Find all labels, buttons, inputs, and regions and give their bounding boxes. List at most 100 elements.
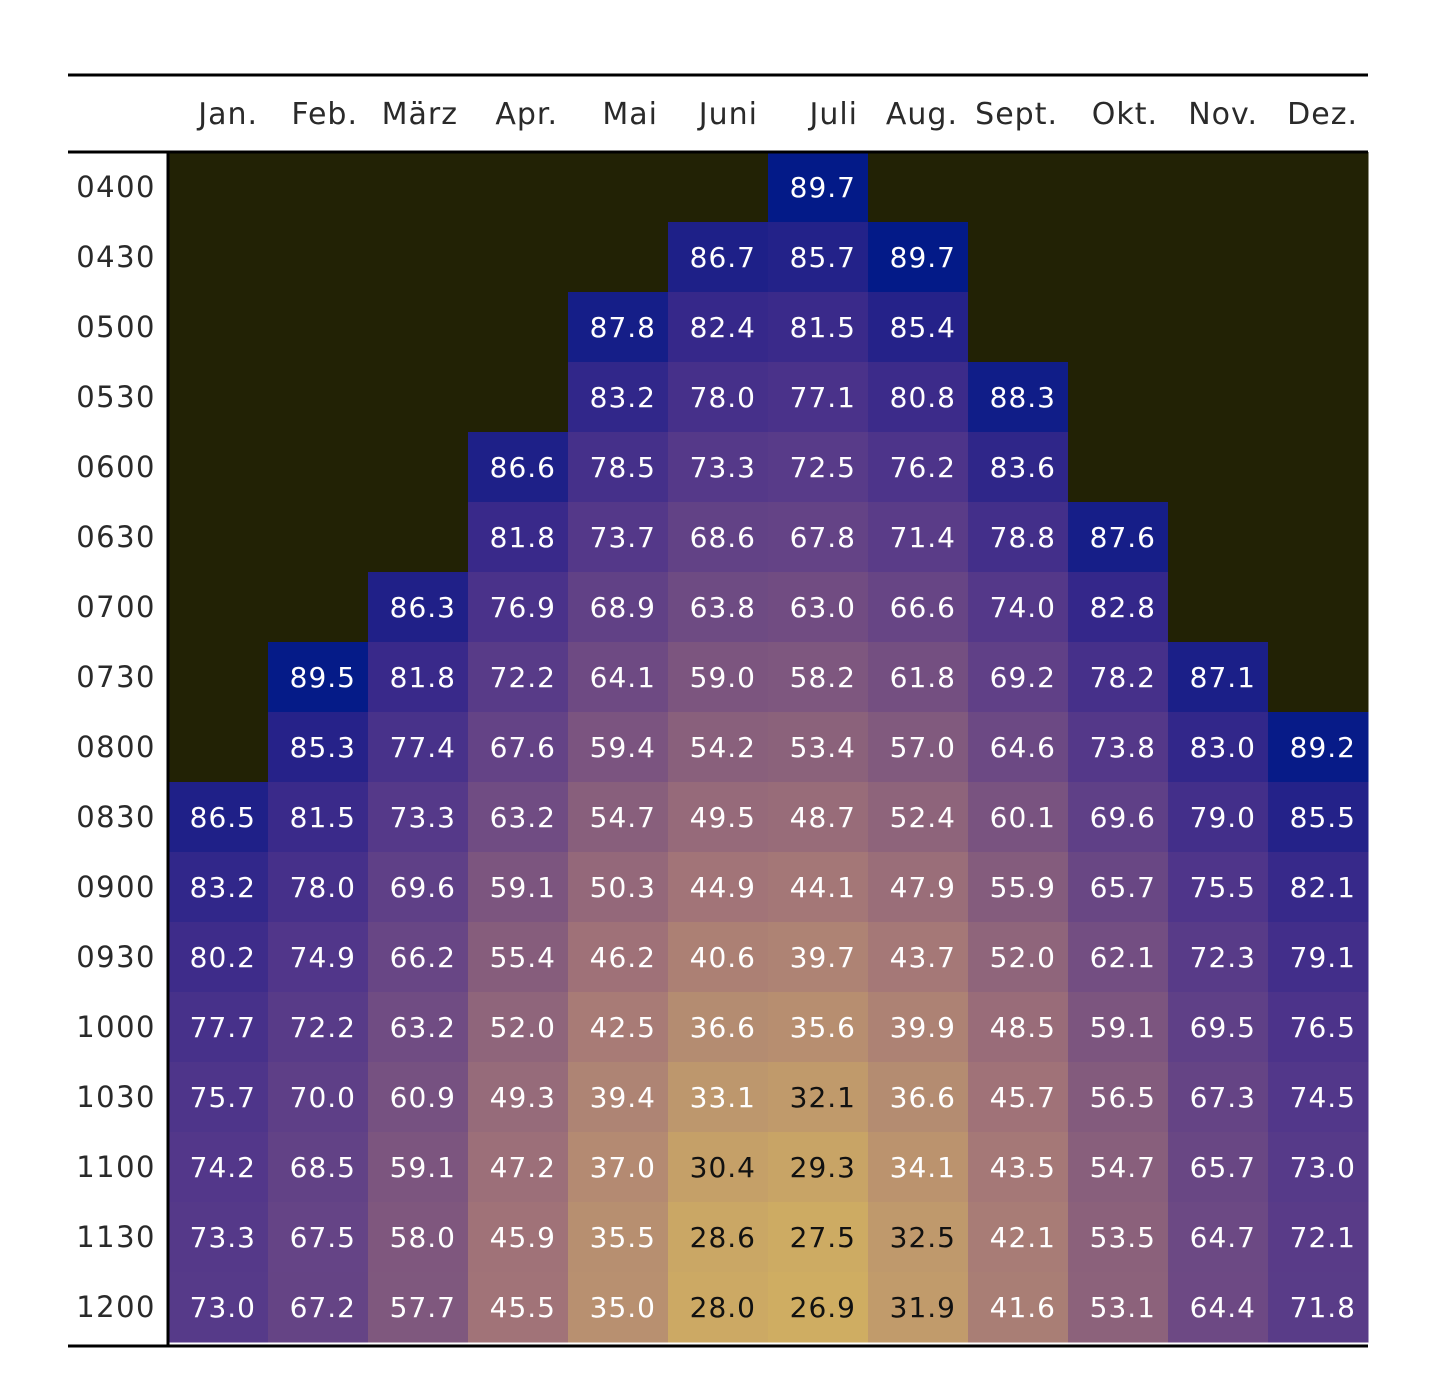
- heatmap-cell: [768, 152, 869, 223]
- cell-value-label: 87.8: [590, 311, 656, 344]
- heatmap-cell: [1068, 572, 1169, 643]
- cell-value-label: 28.6: [690, 1221, 756, 1254]
- heatmap-cell: [168, 1272, 269, 1343]
- heatmap-cell: [568, 292, 669, 363]
- heatmap-cell-empty: [568, 152, 669, 223]
- heatmap-cell-empty: [468, 152, 569, 223]
- cell-value-label: 36.6: [690, 1011, 756, 1044]
- cell-value-label: 69.6: [1090, 801, 1156, 834]
- cell-value-label: 57.7: [390, 1291, 456, 1324]
- heatmap-cell: [468, 712, 569, 783]
- heatmap-cell: [168, 992, 269, 1063]
- heatmap-cell: [468, 852, 569, 923]
- heatmap-cell: [668, 922, 769, 993]
- cell-value-label: 45.5: [490, 1291, 556, 1324]
- heatmap-cell-empty: [268, 152, 369, 223]
- cell-value-label: 64.6: [990, 731, 1056, 764]
- heatmap-cell: [868, 782, 969, 853]
- cell-value-label: 71.4: [890, 521, 956, 554]
- row-label: 0730: [76, 660, 156, 694]
- cell-value-label: 66.6: [890, 591, 956, 624]
- heatmap-cell: [668, 1202, 769, 1273]
- heatmap-cell: [868, 992, 969, 1063]
- cell-value-label: 62.1: [1090, 941, 1156, 974]
- heatmap-cell-empty: [468, 292, 569, 363]
- heatmap-cell: [368, 642, 469, 713]
- cell-value-label: 69.6: [390, 871, 456, 904]
- heatmap-cell: [368, 1132, 469, 1203]
- heatmap-cell: [868, 502, 969, 573]
- heatmap-cell-empty: [168, 222, 269, 293]
- cell-value-label: 73.0: [190, 1291, 256, 1324]
- heatmap-cell: [1168, 992, 1269, 1063]
- cell-value-label: 86.6: [490, 451, 556, 484]
- heatmap-cell-empty: [468, 222, 569, 293]
- column-label: Juli: [807, 97, 858, 132]
- heatmap-cell: [668, 1062, 769, 1133]
- cell-value-label: 63.0: [790, 591, 856, 624]
- row-label: 1200: [76, 1290, 156, 1324]
- cell-value-label: 67.5: [290, 1221, 356, 1254]
- cell-value-label: 73.0: [1290, 1151, 1356, 1184]
- cell-value-label: 86.7: [690, 241, 756, 274]
- heatmap-cell: [968, 432, 1069, 503]
- heatmap-cell: [568, 1272, 669, 1343]
- cell-value-label: 63.2: [390, 1011, 456, 1044]
- cell-value-label: 73.3: [190, 1221, 256, 1254]
- cell-value-label: 30.4: [690, 1151, 756, 1184]
- heatmap-cell: [268, 1132, 369, 1203]
- column-label: Nov.: [1188, 97, 1258, 132]
- cell-value-label: 83.2: [190, 871, 256, 904]
- heatmap-cell: [468, 572, 569, 643]
- column-label: März: [382, 97, 458, 132]
- cell-value-label: 66.2: [390, 941, 456, 974]
- heatmap-cell-empty: [968, 222, 1069, 293]
- heatmap-cell-empty: [1068, 432, 1169, 503]
- cell-value-label: 70.0: [290, 1081, 356, 1114]
- heatmap-cell: [668, 502, 769, 573]
- cell-value-label: 49.5: [690, 801, 756, 834]
- cell-value-label: 72.5: [790, 451, 856, 484]
- heatmap-cell: [868, 1272, 969, 1343]
- heatmap-cell: [768, 922, 869, 993]
- cell-value-label: 47.2: [490, 1151, 556, 1184]
- heatmap-cell-empty: [468, 362, 569, 433]
- heatmap-cell: [968, 782, 1069, 853]
- cell-value-label: 48.5: [990, 1011, 1056, 1044]
- cell-value-label: 55.4: [490, 941, 556, 974]
- heatmap-cell: [168, 852, 269, 923]
- cell-value-label: 73.7: [590, 521, 656, 554]
- heatmap-cell: [568, 1062, 669, 1133]
- heatmap-cell: [968, 1202, 1069, 1273]
- cell-value-label: 73.8: [1090, 731, 1156, 764]
- heatmap-cell: [568, 362, 669, 433]
- heatmap-cell-empty: [268, 362, 369, 433]
- heatmap-cell-empty: [1168, 222, 1269, 293]
- heatmap-cell-empty: [368, 362, 469, 433]
- heatmap-cell: [268, 992, 369, 1063]
- row-label: 0830: [76, 800, 156, 834]
- heatmap-cell: [768, 502, 869, 573]
- heatmap-cell: [1068, 712, 1169, 783]
- heatmap-cell: [1168, 1202, 1269, 1273]
- heatmap-cell: [1168, 922, 1269, 993]
- heatmap-cell-empty: [368, 432, 469, 503]
- heatmap-cell: [268, 922, 369, 993]
- cell-value-label: 54.7: [1090, 1151, 1156, 1184]
- row-label: 0600: [76, 450, 156, 484]
- cell-value-label: 79.0: [1190, 801, 1256, 834]
- cell-value-label: 85.4: [890, 311, 956, 344]
- heatmap-cell-empty: [968, 292, 1069, 363]
- heatmap-cell: [1168, 782, 1269, 853]
- heatmap-cell: [768, 1202, 869, 1273]
- cell-value-label: 87.1: [1190, 661, 1256, 694]
- cell-value-label: 35.6: [790, 1011, 856, 1044]
- cell-value-label: 89.7: [790, 171, 856, 204]
- cell-value-label: 67.6: [490, 731, 556, 764]
- heatmap-cell: [1168, 642, 1269, 713]
- cell-value-label: 86.3: [390, 591, 456, 624]
- heatmap-cell-empty: [1068, 222, 1169, 293]
- cell-value-label: 63.2: [490, 801, 556, 834]
- cell-value-label: 83.6: [990, 451, 1056, 484]
- heatmap-cell: [268, 642, 369, 713]
